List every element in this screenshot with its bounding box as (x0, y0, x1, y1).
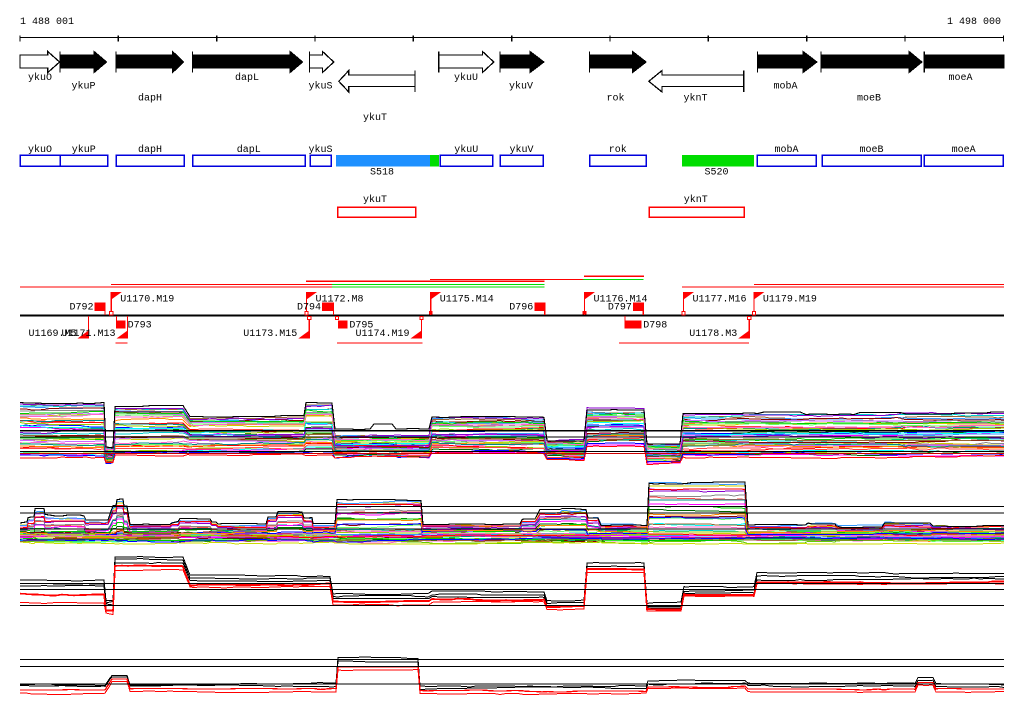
svg-text:D793: D793 (128, 321, 152, 332)
svg-text:ykuP: ykuP (72, 144, 96, 156)
svg-text:ykuO: ykuO (28, 72, 52, 84)
svg-text:yknT: yknT (684, 194, 708, 206)
svg-text:mobA: mobA (773, 81, 797, 93)
svg-text:ykuU: ykuU (454, 144, 478, 156)
svg-text:moeB: moeB (859, 145, 883, 156)
svg-text:ykuT: ykuT (363, 194, 387, 206)
svg-text:1 498 000: 1 498 000 (947, 17, 1001, 28)
svg-text:ykuU: ykuU (454, 72, 478, 84)
svg-text:mobA: mobA (774, 144, 798, 156)
svg-text:ykuV: ykuV (509, 81, 533, 93)
svg-text:dapH: dapH (138, 93, 162, 105)
svg-text:D794: D794 (297, 303, 321, 314)
svg-text:ykuV: ykuV (509, 144, 533, 156)
svg-text:S520: S520 (704, 168, 728, 179)
svg-text:U1172.M8: U1172.M8 (316, 295, 364, 306)
svg-text:1 488 001: 1 488 001 (20, 17, 74, 28)
svg-text:dapH: dapH (138, 144, 162, 156)
svg-text:U1175.M14: U1175.M14 (440, 295, 494, 306)
svg-text:ykuS: ykuS (308, 144, 332, 156)
svg-text:rok: rok (606, 93, 624, 105)
svg-text:U1179.M19: U1179.M19 (763, 295, 817, 306)
svg-text:ykuT: ykuT (363, 112, 387, 124)
svg-text:ykuS: ykuS (308, 81, 332, 93)
svg-text:D795: D795 (349, 321, 373, 332)
svg-text:rok: rok (609, 144, 627, 156)
svg-text:D796: D796 (509, 303, 533, 314)
svg-text:moeA: moeA (952, 145, 976, 156)
svg-text:dapL: dapL (237, 144, 261, 156)
svg-text:U1176.M14: U1176.M14 (594, 295, 648, 306)
svg-text:U1170.M19: U1170.M19 (120, 295, 174, 306)
svg-text:ykuO: ykuO (28, 144, 52, 156)
svg-text:moeB: moeB (857, 94, 881, 105)
svg-text:ykuP: ykuP (71, 81, 95, 93)
svg-text:moeA: moeA (948, 73, 972, 84)
svg-text:D798: D798 (643, 321, 667, 332)
svg-text:U1174.M19: U1174.M19 (355, 329, 409, 340)
svg-text:U1171.M13: U1171.M13 (61, 329, 115, 340)
svg-text:D797: D797 (608, 303, 632, 314)
svg-text:U1169.M5: U1169.M5 (28, 329, 76, 340)
svg-text:D792: D792 (69, 303, 93, 314)
svg-text:S518: S518 (370, 168, 394, 179)
svg-text:U1178.M3: U1178.M3 (689, 329, 737, 340)
svg-text:U1173.M15: U1173.M15 (243, 329, 297, 340)
svg-text:yknT: yknT (683, 93, 707, 105)
svg-text:dapL: dapL (235, 72, 259, 84)
svg-text:U1177.M16: U1177.M16 (693, 295, 747, 306)
